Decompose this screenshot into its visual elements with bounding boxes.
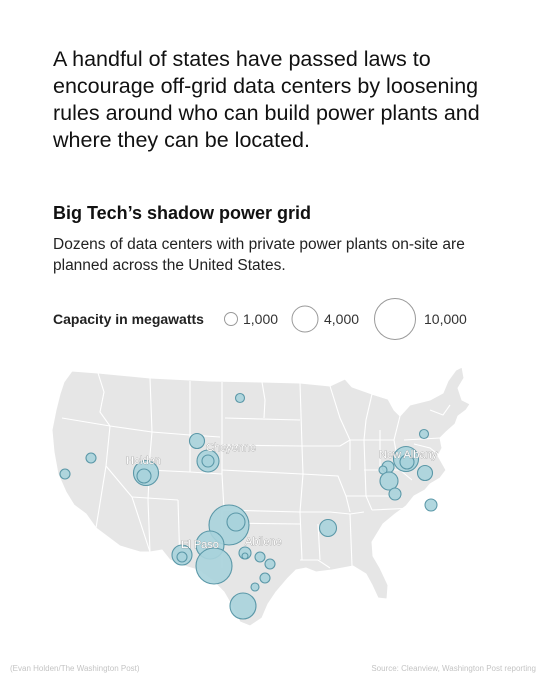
bubble bbox=[195, 547, 233, 585]
city-label-holden: Holden bbox=[126, 455, 161, 467]
city-label-cheyenne: Cheyenne bbox=[206, 442, 256, 454]
bubble bbox=[259, 572, 271, 584]
bubble bbox=[136, 468, 152, 484]
legend-circle-1000 bbox=[224, 312, 238, 326]
chart-title: Big Tech’s shadow power grid bbox=[53, 203, 312, 223]
bubble bbox=[418, 428, 430, 440]
bubble bbox=[399, 454, 415, 470]
bubble bbox=[416, 464, 434, 482]
bubble bbox=[264, 558, 276, 570]
bubble bbox=[318, 518, 338, 538]
legend-circles bbox=[224, 298, 416, 340]
chart-subtitle: Dozens of data centers with private powe… bbox=[53, 236, 465, 274]
photo-credit: (Evan Holden/The Washington Post) bbox=[10, 664, 140, 673]
capacity-legend: Capacity in megawatts 1,000 4,000 10,000 bbox=[0, 290, 544, 350]
city-label-abilene: Abilene bbox=[245, 536, 282, 548]
bubble bbox=[254, 551, 266, 563]
legend-circle-4000 bbox=[291, 305, 319, 333]
bubble bbox=[250, 582, 260, 592]
legend-label-1000: 1,000 bbox=[243, 311, 279, 327]
us-map: Holden Cheyenne New Albany El Paso Abile… bbox=[51, 366, 471, 627]
city-label-el-paso: El Paso bbox=[181, 539, 219, 551]
legend-circle-10000 bbox=[374, 298, 416, 340]
bubble bbox=[241, 552, 249, 560]
city-label-new-albany: New Albany bbox=[379, 449, 438, 461]
legend-label-10000: 10,000 bbox=[424, 311, 467, 327]
legend-title: Capacity in megawatts bbox=[53, 311, 204, 327]
bubbles bbox=[59, 392, 438, 620]
bubble bbox=[226, 512, 246, 532]
bubble bbox=[229, 592, 257, 620]
source-credit: Source: Cleanview, Washington Post repor… bbox=[371, 664, 536, 673]
bubble bbox=[85, 452, 97, 464]
bubble bbox=[201, 454, 215, 468]
bubble bbox=[59, 468, 71, 480]
lede-text: A handful of states have passed laws to … bbox=[53, 47, 480, 152]
bubble bbox=[234, 392, 246, 404]
us-land bbox=[51, 366, 471, 627]
bubble bbox=[379, 471, 399, 491]
legend-label-4000: 4,000 bbox=[324, 311, 360, 327]
bubble bbox=[176, 551, 188, 563]
bubble bbox=[424, 498, 438, 512]
bubble bbox=[188, 432, 206, 450]
bubble bbox=[388, 487, 402, 501]
